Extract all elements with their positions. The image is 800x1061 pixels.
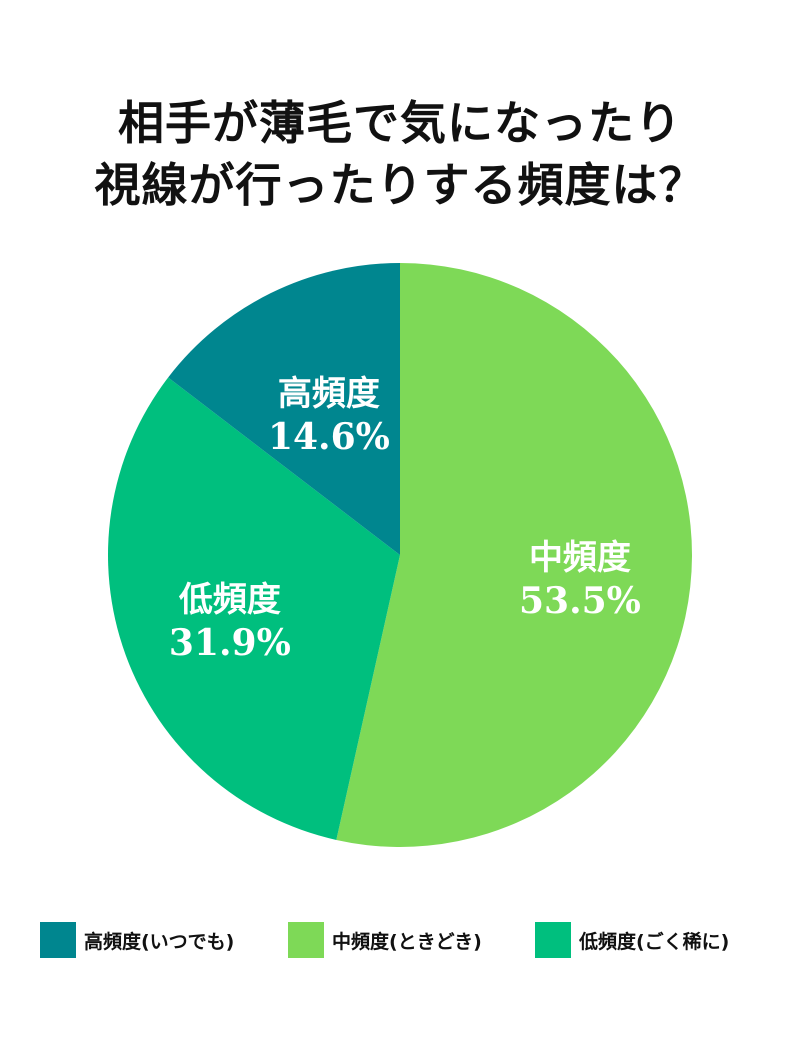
chart-title-line-1: 相手が薄毛で気になったり xyxy=(118,96,682,150)
legend-item-medium: 中頻度(ときどき) xyxy=(288,920,482,960)
legend-swatch-high xyxy=(40,922,76,958)
pie-slice-low xyxy=(108,377,400,840)
pie-slice-medium xyxy=(336,263,693,848)
legend-item-high: 高頻度(いつでも) xyxy=(40,920,234,960)
slice-value-medium: 53.5% xyxy=(519,580,641,622)
legend-swatch-medium xyxy=(288,922,324,958)
chart-title-line-2: 視線が行ったりする頻度は？ xyxy=(94,158,706,212)
chart-title: 相手が薄毛で気になったり 視線が行ったりする頻度は？ xyxy=(0,92,800,216)
legend-label-high: 高頻度(いつでも) xyxy=(84,930,235,953)
slice-label-high: 高頻度 xyxy=(278,374,380,414)
slice-label-medium: 中頻度 xyxy=(529,538,631,578)
chart-legend: 高頻度(いつでも) 中頻度(ときどき) 低頻度(ごく稀に) xyxy=(40,920,770,960)
pie-slice-high xyxy=(168,263,400,555)
legend-item-low: 低頻度(ごく稀に) xyxy=(535,920,729,960)
legend-label-medium: 中頻度(ときどき) xyxy=(332,930,482,953)
legend-swatch-low xyxy=(535,922,571,958)
legend-label-low: 低頻度(ごく稀に) xyxy=(579,930,730,953)
slice-value-high: 14.6% xyxy=(268,416,390,458)
slice-label-low: 低頻度 xyxy=(179,580,281,620)
slice-value-low: 31.9% xyxy=(169,622,291,664)
